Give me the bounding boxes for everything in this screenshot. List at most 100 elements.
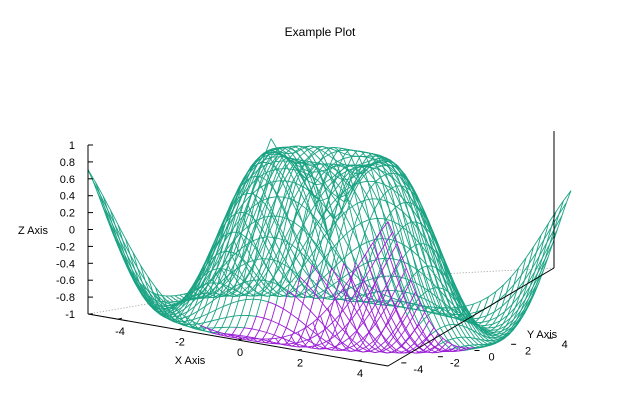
mesh-segment <box>257 204 266 224</box>
mesh-segment <box>458 324 467 338</box>
mesh-segment <box>340 340 349 348</box>
mesh-segment <box>319 164 325 170</box>
y-axis-line <box>387 267 555 367</box>
mesh-segment <box>391 220 397 242</box>
mesh-segment <box>423 350 429 353</box>
mesh-segment <box>393 270 400 284</box>
mesh-segment <box>411 249 420 258</box>
mesh-segment <box>416 311 425 327</box>
mesh-segment <box>322 285 328 304</box>
mesh-segment <box>360 165 369 172</box>
mesh-segment <box>162 296 169 309</box>
mesh-segment <box>344 149 350 155</box>
mesh-segment <box>291 151 297 154</box>
mesh-segment <box>211 254 217 271</box>
mesh-segment <box>274 216 280 238</box>
mesh-segment <box>341 309 350 321</box>
mesh-segment <box>349 149 357 152</box>
mesh-segment <box>414 195 424 214</box>
mesh-segment <box>337 309 343 324</box>
mesh-segment <box>263 301 269 319</box>
mesh-segment <box>347 293 356 305</box>
mesh-segment <box>357 293 366 297</box>
mesh-segment <box>318 293 324 299</box>
mesh-segment <box>248 205 255 226</box>
mesh-segment <box>565 190 572 203</box>
mesh-segment <box>179 308 185 316</box>
mesh-segment <box>170 304 176 316</box>
mesh-segment <box>389 346 395 352</box>
mesh-segment <box>219 277 226 296</box>
mesh-segment <box>223 285 232 294</box>
mesh-segment <box>319 200 326 221</box>
mesh-segment <box>401 337 410 347</box>
mesh-segment <box>353 273 362 281</box>
mesh-segment <box>452 338 461 348</box>
mesh-segment <box>274 294 280 298</box>
mesh-segment <box>492 320 501 325</box>
mesh-segment <box>394 172 399 175</box>
mesh-segment <box>441 307 450 325</box>
mesh-segment <box>388 336 394 344</box>
mesh-segment <box>302 146 308 151</box>
mesh-segment <box>352 216 358 231</box>
mesh-segment <box>420 223 430 246</box>
mesh-segment <box>349 202 358 209</box>
mesh-segment <box>237 236 247 256</box>
mesh-segment <box>286 218 295 223</box>
mesh-segment <box>356 150 365 153</box>
mesh-segment <box>392 231 398 244</box>
mesh-segment <box>227 209 234 226</box>
mesh-segment <box>197 305 206 312</box>
mesh-segment <box>307 264 313 285</box>
mesh-segment <box>352 155 360 158</box>
mesh-segment <box>534 257 543 272</box>
mesh-segment <box>546 228 555 243</box>
mesh-segment <box>310 178 316 193</box>
mesh-segment <box>306 238 312 255</box>
mesh-segment <box>508 284 515 300</box>
mesh-segment <box>296 248 305 257</box>
mesh-segment <box>347 155 353 166</box>
mesh-segment <box>125 238 131 255</box>
mesh-segment <box>456 345 462 348</box>
mesh-segment <box>275 180 282 197</box>
mesh-segment <box>428 311 434 316</box>
mesh-segment <box>190 310 199 316</box>
mesh-segment <box>244 327 252 330</box>
mesh-segment <box>286 227 293 243</box>
mesh-segment <box>417 270 426 293</box>
mesh-segment <box>342 277 351 290</box>
mesh-segment <box>323 342 329 349</box>
mesh-segment <box>313 216 322 226</box>
mesh-segment <box>446 307 455 325</box>
mesh-segment <box>422 265 428 269</box>
mesh-segment <box>233 231 243 241</box>
mesh-segment <box>516 274 522 291</box>
mesh-segment <box>437 307 443 310</box>
mesh-segment <box>279 264 286 286</box>
mesh-segment <box>313 198 319 217</box>
mesh-segment <box>333 346 340 351</box>
mesh-segment <box>399 203 408 224</box>
mesh-segment <box>402 280 412 296</box>
mesh-segment <box>268 181 274 199</box>
mesh-segment <box>499 311 506 322</box>
mesh-segment <box>307 284 316 294</box>
mesh-segment <box>246 328 253 337</box>
mesh-segment <box>382 183 388 202</box>
mesh-segment <box>392 320 401 333</box>
mesh-segment <box>368 321 375 332</box>
mesh-segment <box>160 308 169 311</box>
mesh-segment <box>382 195 392 213</box>
mesh-segment <box>256 315 264 319</box>
mesh-segment <box>409 325 418 338</box>
mesh-segment <box>331 249 337 268</box>
mesh-segment <box>354 182 360 192</box>
mesh-segment <box>455 310 461 314</box>
mesh-segment <box>416 227 426 239</box>
mesh-segment <box>299 251 306 265</box>
mesh-segment <box>177 311 184 321</box>
mesh-segment <box>464 316 473 331</box>
mesh-segment <box>409 335 418 346</box>
